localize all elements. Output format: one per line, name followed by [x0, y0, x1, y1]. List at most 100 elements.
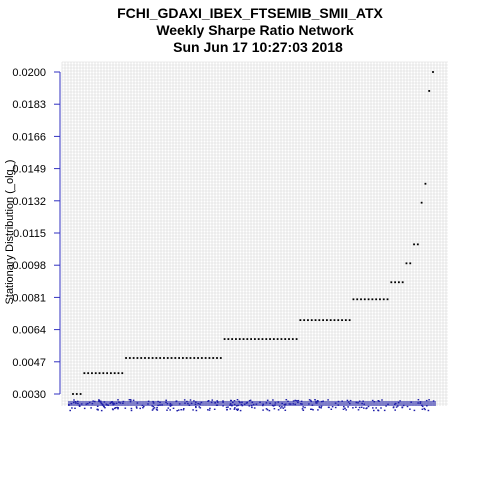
rug-mark — [177, 409, 180, 411]
rug-mark — [294, 399, 297, 402]
data-point — [147, 357, 150, 359]
rug-mark — [409, 408, 411, 410]
data-point — [288, 338, 290, 340]
data-point — [341, 319, 343, 322]
y-tick-label: 0.0030 — [12, 389, 46, 401]
data-point — [212, 357, 215, 359]
rug-mark — [130, 409, 133, 412]
rug-mark — [296, 400, 298, 402]
data-point — [348, 319, 351, 322]
rug-mark — [248, 400, 251, 402]
rug-mark — [97, 409, 99, 411]
rug-mark — [227, 406, 229, 408]
rug-mark — [230, 399, 232, 402]
rug-mark — [189, 399, 192, 401]
rug-mark — [265, 408, 268, 410]
rug-mark — [111, 408, 114, 410]
rug-mark — [213, 408, 216, 410]
data-point — [284, 338, 287, 340]
rug-mark — [128, 399, 131, 401]
rug-mark — [211, 399, 214, 401]
data-point — [291, 338, 294, 340]
rug-mark — [237, 408, 239, 410]
y-tick-label: 0.0149 — [12, 164, 46, 176]
data-point — [420, 201, 423, 204]
rug-mark — [117, 408, 119, 410]
rug-mark — [320, 405, 323, 407]
rug-mark — [310, 408, 312, 410]
grid — [61, 61, 448, 406]
data-point — [299, 319, 302, 322]
data-point — [310, 319, 313, 322]
data-point — [337, 319, 340, 322]
rug-mark — [143, 405, 145, 408]
rug-mark — [253, 407, 256, 409]
rug-mark — [358, 406, 361, 409]
rug-mark — [330, 408, 333, 410]
rug-mark — [317, 409, 319, 411]
rug-mark — [331, 406, 334, 408]
data-point — [235, 338, 237, 340]
data-point — [401, 281, 404, 284]
data-point — [352, 298, 355, 301]
rug-mark — [392, 406, 395, 408]
data-point — [231, 338, 234, 340]
data-point — [394, 281, 397, 284]
data-point — [200, 357, 203, 359]
rug-mark — [104, 407, 106, 409]
rug-mark — [124, 407, 127, 409]
rug-mark — [169, 405, 172, 407]
data-point — [382, 298, 385, 301]
rug-mark — [308, 399, 311, 401]
data-point — [166, 357, 169, 359]
rug-mark — [83, 407, 86, 410]
rug-mark — [69, 409, 71, 412]
rug-mark — [272, 399, 274, 401]
rug-mark — [98, 399, 101, 402]
rug-mark — [251, 406, 253, 409]
rug-mark — [320, 407, 322, 409]
rug-mark — [234, 407, 236, 409]
rug-mark — [425, 399, 428, 402]
data-point — [314, 319, 317, 322]
data-point — [140, 357, 143, 359]
rug-mark — [117, 407, 119, 409]
data-point — [223, 338, 226, 340]
data-point — [329, 319, 332, 322]
y-tick-label: 0.0098 — [12, 260, 46, 272]
rug-mark — [165, 399, 167, 401]
data-point — [367, 298, 370, 301]
rug-mark — [114, 407, 117, 409]
rug-mark — [235, 408, 238, 410]
data-point — [102, 372, 105, 375]
data-point — [307, 319, 309, 322]
data-point — [363, 298, 366, 301]
rug-mark — [309, 399, 312, 402]
rug-mark — [424, 408, 426, 411]
data-point — [132, 357, 135, 359]
data-point — [253, 338, 256, 340]
data-point — [265, 338, 268, 340]
rug-mark — [172, 407, 175, 409]
rug-mark — [380, 407, 382, 409]
data-point — [272, 338, 275, 340]
rug-mark — [428, 399, 430, 401]
y-tick-label: 0.0064 — [12, 325, 46, 337]
data-point — [333, 319, 336, 322]
rug-mark — [262, 409, 264, 411]
rug-mark — [135, 406, 138, 408]
rug-mark — [375, 407, 377, 409]
data-point — [405, 262, 408, 265]
rug-mark — [394, 409, 396, 411]
chart-title-line-1: FCHI_GDAXI_IBEX_FTSEMIB_SMII_ATX — [117, 5, 383, 21]
data-point — [193, 357, 196, 359]
data-point — [189, 357, 192, 359]
rug-mark — [282, 407, 285, 409]
rug-mark — [342, 408, 345, 410]
data-point — [424, 182, 427, 185]
rug-mark — [207, 409, 209, 411]
rug-mark — [90, 407, 92, 409]
data-point — [151, 357, 154, 359]
data-point — [386, 298, 389, 301]
rug-mark — [318, 406, 321, 409]
